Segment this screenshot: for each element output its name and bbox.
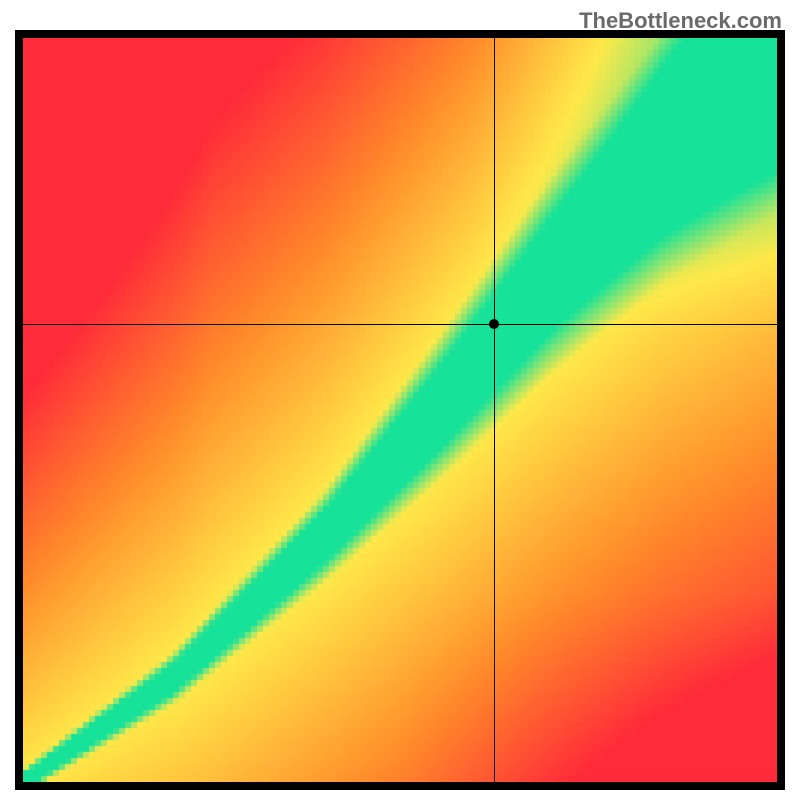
watermark-text: TheBottleneck.com — [579, 8, 782, 34]
crosshair-vertical — [494, 38, 495, 782]
plot-frame — [15, 30, 785, 790]
chart-container: TheBottleneck.com — [0, 0, 800, 800]
crosshair-marker — [489, 319, 499, 329]
crosshair-horizontal — [23, 324, 777, 325]
heatmap-canvas — [23, 38, 777, 782]
